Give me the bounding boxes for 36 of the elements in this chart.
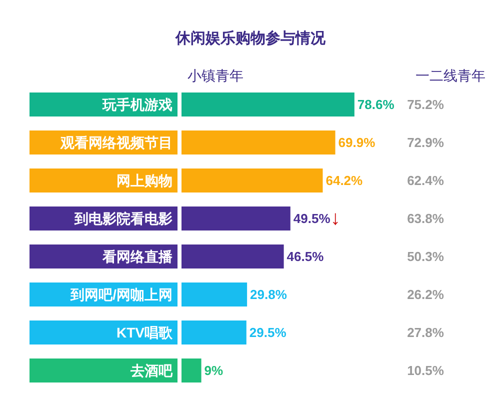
- bar: [182, 92, 354, 116]
- bar: [182, 358, 202, 382]
- text: 10.5%: [407, 363, 444, 378]
- category-label: 玩手机游戏: [102, 96, 172, 112]
- data-label: 29.8%: [250, 287, 288, 302]
- category-label: KTV唱歌: [116, 324, 172, 340]
- text: 62.4%: [407, 173, 444, 188]
- data-label: 64.2%: [326, 173, 364, 188]
- category-label: 看网络直播: [102, 248, 172, 264]
- category-label: 去酒吧: [130, 362, 172, 378]
- bar: [182, 206, 290, 230]
- bar: [182, 130, 336, 154]
- bar: [182, 320, 246, 344]
- series-label: 小镇青年: [188, 68, 244, 84]
- data-label: 49.5%: [293, 211, 331, 226]
- text: 一二线青年: [416, 68, 486, 84]
- annotation: ↓: [330, 208, 340, 230]
- data-label: 78.6%: [357, 97, 395, 112]
- text: 72.9%: [407, 135, 444, 150]
- data-label: 69.9%: [338, 135, 376, 150]
- text: 50.3%: [407, 249, 444, 264]
- bar: [182, 168, 323, 192]
- category-label: 到网吧/网咖上网: [70, 286, 172, 302]
- category-label: 网上购物: [116, 172, 172, 188]
- data-label: 46.5%: [286, 249, 324, 264]
- bar: [182, 244, 284, 268]
- bar: [182, 282, 248, 306]
- data-label: 9%: [204, 363, 224, 378]
- chart-title: 休闲娱乐购物参与情况: [174, 30, 326, 47]
- text: 63.8%: [407, 211, 444, 226]
- category-label: 到电影院看电影: [74, 210, 172, 226]
- category-label: 观看网络视频节目: [60, 134, 172, 150]
- text: 27.8%: [407, 325, 444, 340]
- text: 75.2%: [407, 97, 444, 112]
- data-label: 29.5%: [249, 325, 287, 340]
- text: 26.2%: [407, 287, 444, 302]
